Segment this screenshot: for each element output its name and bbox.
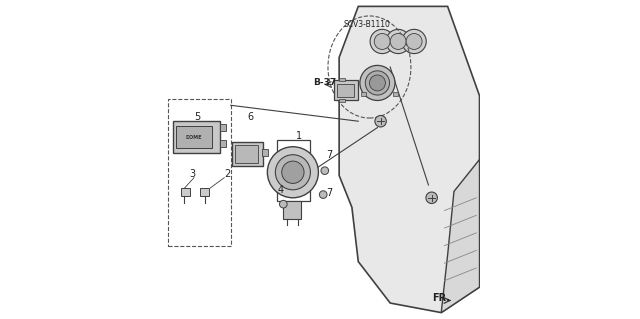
Bar [173, 121, 220, 153]
Text: B-37: B-37 [313, 78, 336, 86]
Circle shape [374, 33, 390, 49]
Text: 5: 5 [194, 112, 200, 122]
Circle shape [365, 71, 390, 95]
Text: 1: 1 [296, 131, 302, 141]
Bar [168, 99, 230, 246]
Text: 3: 3 [189, 169, 195, 179]
Bar [220, 124, 226, 131]
Bar [220, 140, 226, 147]
Circle shape [282, 161, 304, 183]
Text: 7: 7 [326, 188, 333, 198]
Bar [284, 201, 301, 219]
Circle shape [268, 147, 319, 198]
Bar [362, 92, 366, 96]
Polygon shape [339, 6, 479, 313]
Bar [339, 78, 345, 81]
Bar [337, 84, 354, 97]
Bar [232, 142, 262, 166]
Bar [177, 126, 212, 148]
Circle shape [321, 167, 328, 174]
Circle shape [426, 192, 437, 204]
Text: 4: 4 [277, 185, 283, 195]
Circle shape [406, 33, 422, 49]
Circle shape [360, 65, 395, 100]
Polygon shape [441, 160, 479, 313]
Bar [200, 188, 209, 196]
Bar [234, 145, 259, 163]
Circle shape [402, 29, 426, 54]
Circle shape [319, 191, 327, 198]
Circle shape [275, 155, 310, 190]
Circle shape [370, 29, 394, 54]
Text: 6: 6 [248, 112, 254, 122]
Text: SCV3-B1110: SCV3-B1110 [344, 20, 391, 29]
Text: FR.: FR. [431, 293, 450, 303]
Circle shape [369, 75, 385, 91]
Circle shape [375, 115, 387, 127]
Bar [181, 188, 190, 196]
Bar [394, 92, 398, 96]
Circle shape [386, 29, 410, 54]
Circle shape [280, 200, 287, 208]
Bar [339, 99, 345, 102]
Bar [262, 149, 268, 156]
Text: 2: 2 [225, 169, 230, 179]
Text: DOME: DOME [186, 135, 202, 140]
Bar [334, 80, 358, 100]
Circle shape [390, 33, 406, 49]
Text: 7: 7 [326, 150, 333, 160]
